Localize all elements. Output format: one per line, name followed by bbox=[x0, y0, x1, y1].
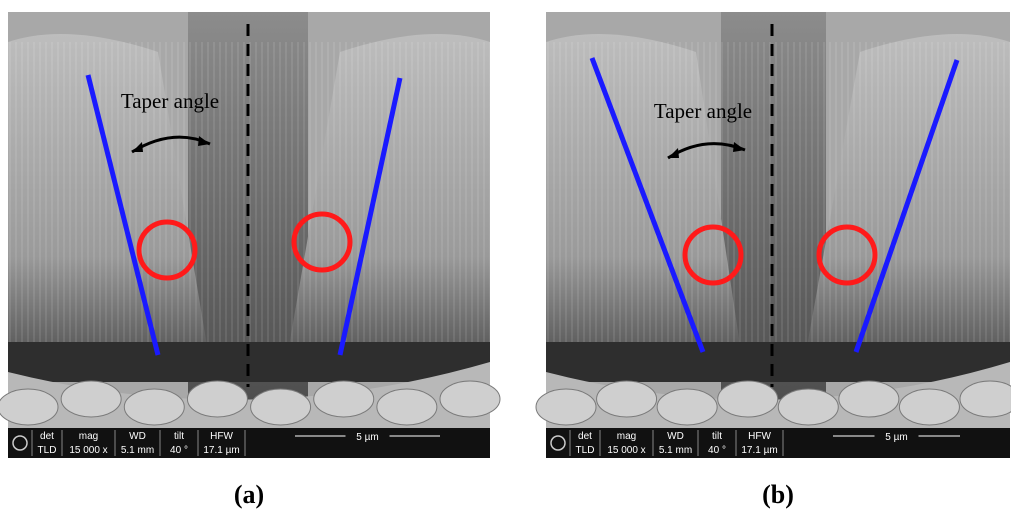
info-bar: det TLD mag 15 000 x WD 5.1 mm tilt 40 ° HFW 17.1… bbox=[546, 428, 1010, 458]
grain bbox=[251, 389, 311, 425]
grain bbox=[778, 389, 838, 425]
grain bbox=[187, 381, 247, 417]
sem-panel: Taper angle det TLD mag 15 000 x WD 5.1 mm tilt… bbox=[0, 12, 500, 458]
info-header: tilt bbox=[174, 431, 184, 442]
taper-label: Taper angle bbox=[654, 99, 752, 123]
grain bbox=[124, 389, 184, 425]
info-header: HFW bbox=[748, 431, 771, 442]
grain bbox=[536, 389, 596, 425]
grain bbox=[377, 389, 437, 425]
info-value: TLD bbox=[576, 445, 595, 456]
info-header: mag bbox=[617, 431, 636, 442]
scale-label: 5 µm bbox=[885, 432, 907, 443]
info-value: 5.1 mm bbox=[121, 445, 154, 456]
info-header: WD bbox=[667, 431, 684, 442]
info-header: mag bbox=[79, 431, 98, 442]
info-header: HFW bbox=[210, 431, 233, 442]
dark-band bbox=[546, 342, 1010, 382]
info-header: WD bbox=[129, 431, 146, 442]
grain bbox=[657, 389, 717, 425]
panel-caption: (a) bbox=[234, 480, 264, 509]
grain bbox=[440, 381, 500, 417]
figure: Taper angle det TLD mag 15 000 x WD 5.1 mm tilt… bbox=[0, 0, 1011, 511]
grain bbox=[839, 381, 899, 417]
info-header: det bbox=[578, 431, 592, 442]
grain bbox=[718, 381, 778, 417]
grain bbox=[314, 381, 374, 417]
grain bbox=[899, 389, 959, 425]
grain bbox=[0, 389, 58, 425]
info-header: det bbox=[40, 431, 54, 442]
info-value: 17.1 µm bbox=[741, 445, 777, 456]
grain bbox=[61, 381, 121, 417]
info-value: 40 ° bbox=[708, 445, 726, 456]
info-value: 40 ° bbox=[170, 445, 188, 456]
info-bar: det TLD mag 15 000 x WD 5.1 mm tilt 40 ° HFW 17.1… bbox=[8, 428, 490, 458]
taper-label: Taper angle bbox=[121, 89, 219, 113]
info-header: tilt bbox=[712, 431, 722, 442]
grain bbox=[960, 381, 1011, 417]
panel-caption: (b) bbox=[762, 480, 794, 509]
info-value: 17.1 µm bbox=[203, 445, 239, 456]
scale-label: 5 µm bbox=[356, 432, 378, 443]
info-value: 15 000 x bbox=[607, 445, 645, 456]
info-value: 5.1 mm bbox=[659, 445, 692, 456]
info-value: 15 000 x bbox=[69, 445, 107, 456]
info-value: TLD bbox=[38, 445, 57, 456]
sem-panel: Taper angle det TLD mag 15 000 x WD 5.1 mm tilt… bbox=[536, 12, 1011, 458]
grain bbox=[597, 381, 657, 417]
wall-striations bbox=[546, 42, 1010, 352]
